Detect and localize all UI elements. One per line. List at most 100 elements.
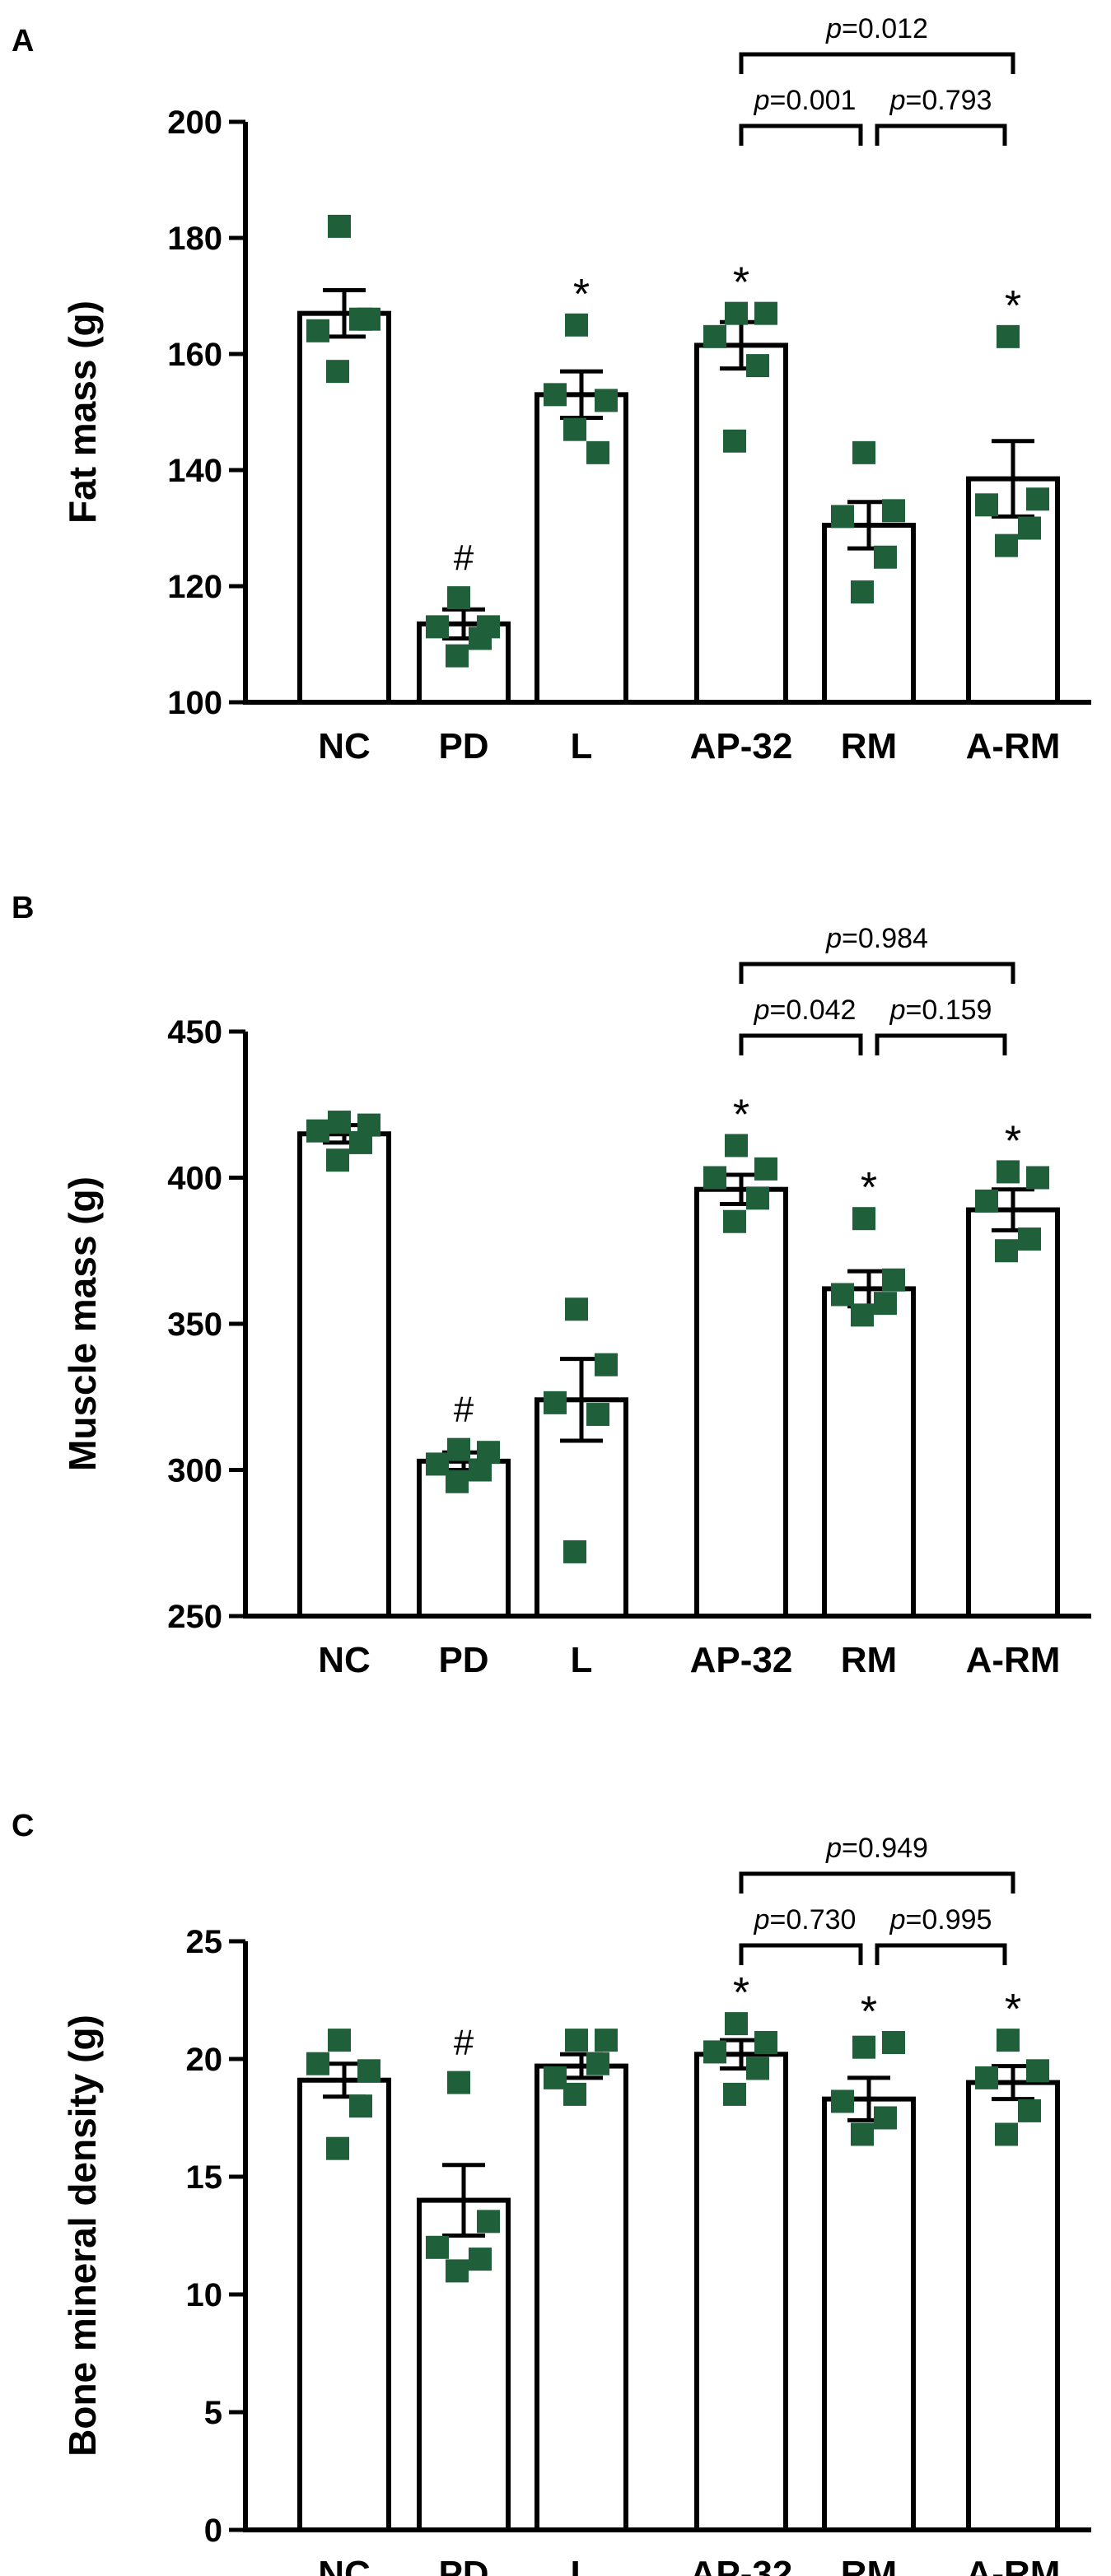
data-point	[469, 627, 492, 650]
data-point	[357, 2059, 380, 2083]
data-point	[586, 1403, 609, 1427]
x-tick-label: L	[571, 2554, 593, 2576]
y-tick-label: 5	[204, 2395, 222, 2431]
comparison-bracket	[875, 1033, 1007, 1055]
y-tick-label: 0	[204, 2513, 222, 2549]
data-point	[874, 2106, 897, 2130]
significance-marker: *	[733, 259, 749, 307]
x-tick-label: AP-32	[690, 2554, 793, 2576]
data-point	[997, 2029, 1020, 2052]
data-point	[446, 2259, 469, 2283]
data-point	[1026, 2059, 1049, 2083]
bar	[534, 392, 628, 705]
x-tick-label: L	[571, 1640, 593, 1680]
data-point	[746, 1186, 769, 1210]
data-point	[851, 580, 874, 604]
x-tick-label: PD	[438, 726, 488, 766]
x-tick-label: RM	[841, 2554, 897, 2576]
data-point	[469, 2248, 492, 2271]
p-value-label: p=0.042	[754, 995, 857, 1026]
data-point	[882, 1268, 905, 1292]
data-point	[544, 383, 567, 407]
comparison-bracket	[739, 52, 1015, 74]
data-point	[874, 1292, 897, 1316]
data-point	[746, 354, 769, 378]
data-point	[703, 1166, 726, 1190]
y-tick-label: 20	[186, 2042, 223, 2078]
data-point	[477, 2210, 500, 2234]
p-value-label: p=0.001	[754, 85, 857, 116]
bar	[694, 1186, 788, 1619]
data-point	[975, 493, 998, 517]
significance-marker: *	[733, 1091, 749, 1139]
x-tick-label: RM	[841, 1640, 897, 1680]
x-tick-label: A-RM	[966, 726, 1061, 766]
data-point	[426, 615, 449, 639]
significance-marker: #	[454, 2023, 474, 2063]
panel-letter: B	[12, 891, 34, 925]
data-point	[563, 417, 586, 441]
p-value-label: p=0.012	[825, 13, 928, 44]
panel-b: B 250 300 350 400 450 Muscle mass (g) NC PD # L AP-…	[12, 891, 1091, 1680]
data-point	[563, 2082, 586, 2106]
bar	[694, 342, 788, 705]
data-point	[446, 644, 469, 668]
data-point	[725, 301, 748, 325]
data-point	[328, 2029, 351, 2052]
bar	[822, 1286, 916, 1619]
y-tick-label: 180	[167, 221, 222, 257]
data-point	[447, 2071, 470, 2094]
y-tick-label: 160	[167, 337, 222, 373]
x-tick-label: NC	[318, 1640, 371, 1680]
data-point	[754, 1157, 777, 1181]
data-point	[723, 429, 746, 453]
data-point	[723, 1209, 746, 1233]
data-point	[447, 586, 470, 610]
panel-a: A 100 120 140 160 180 200 Fat mass (g) NC PD # L * AP…	[12, 13, 1091, 766]
data-point	[328, 214, 351, 238]
bar	[822, 522, 916, 705]
data-point	[426, 1452, 449, 1476]
data-point	[874, 545, 897, 569]
comparison-bracket	[739, 1943, 863, 1965]
data-point	[565, 313, 588, 337]
data-point	[326, 360, 349, 384]
data-point	[852, 2035, 875, 2059]
data-point	[586, 2052, 609, 2075]
significance-marker: *	[573, 271, 590, 319]
bar	[534, 2063, 628, 2533]
data-point	[852, 440, 875, 464]
data-point	[851, 1303, 874, 1327]
data-point	[563, 1540, 586, 1563]
bar	[966, 1207, 1060, 1619]
y-tick-label: 120	[167, 569, 222, 605]
data-point	[586, 440, 609, 464]
data-point	[447, 1437, 470, 1461]
significance-marker: *	[1005, 1986, 1021, 2033]
data-point	[326, 2136, 349, 2160]
x-tick-label: NC	[318, 2554, 371, 2576]
x-tick-label: L	[571, 726, 593, 766]
comparison-bracket	[875, 123, 1007, 146]
x-tick-label: PD	[438, 2554, 488, 2576]
panel-c: C 0 5 10 15 20 25 Bone mineral density (g) NC PD #…	[12, 1809, 1091, 2576]
data-point	[703, 324, 726, 348]
p-value-label: p=0.159	[889, 995, 992, 1026]
y-axis-label: Fat mass (g)	[61, 300, 104, 524]
significance-marker: *	[1005, 1117, 1021, 1165]
data-point	[975, 1189, 998, 1213]
x-tick-label: AP-32	[690, 1640, 793, 1680]
data-point	[1026, 1166, 1049, 1190]
data-point	[565, 2029, 588, 2052]
x-tick-label: AP-32	[690, 726, 793, 766]
p-value-label: p=0.995	[889, 1904, 992, 1935]
significance-marker: *	[861, 1988, 877, 2036]
data-point	[595, 1353, 618, 1377]
data-point	[1026, 487, 1049, 511]
data-point	[565, 1297, 588, 1321]
data-point	[997, 324, 1020, 348]
data-point	[852, 1207, 875, 1231]
y-tick-label: 350	[167, 1307, 222, 1343]
y-tick-label: 400	[167, 1161, 222, 1197]
